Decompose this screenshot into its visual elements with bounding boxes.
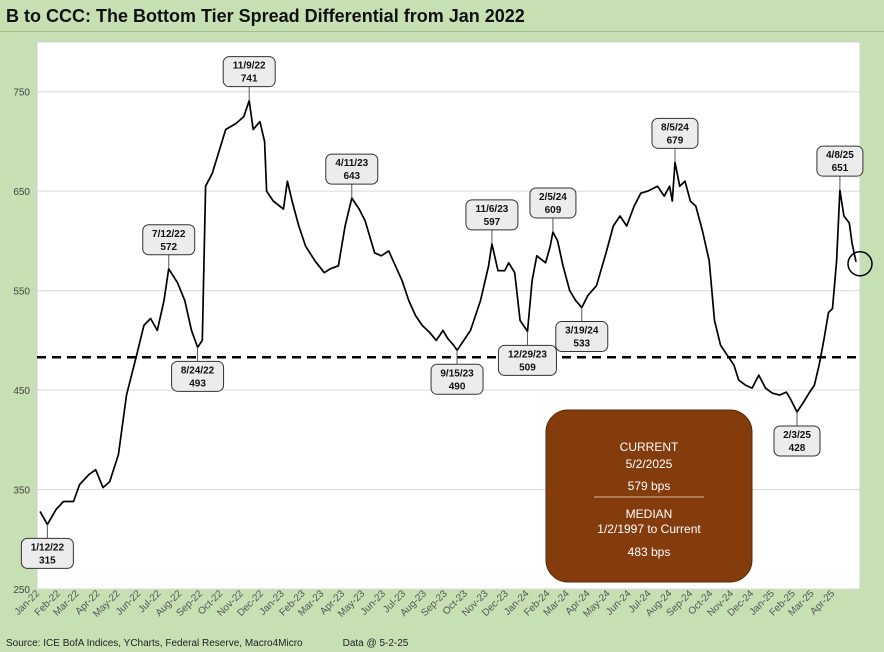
info-current-label: CURRENT: [620, 440, 679, 454]
callout-12-29-23: 12/29/23 509: [497, 331, 557, 376]
callout-7-12-22: 7/12/22 572: [142, 224, 196, 269]
callout-11-6-23: 11/6/23 597: [465, 199, 519, 244]
callout-date: 2/5/24: [539, 192, 567, 203]
y-tick-label: 550: [13, 287, 30, 298]
callout-2-3-25: 2/3/25 428: [773, 411, 821, 457]
callout-value: 741: [241, 74, 258, 85]
callout-11-9-22: 11/9/22 741: [222, 56, 276, 101]
y-tick-label: 250: [13, 585, 30, 596]
callout-value: 493: [189, 378, 206, 389]
y-tick-label: 650: [13, 187, 30, 198]
info-box: CURRENT 5/2/2025 579 bps MEDIAN 1/2/1997…: [545, 409, 753, 583]
callout-value: 490: [449, 381, 466, 392]
source-text: Source: ICE BofA Indices, YCharts, Feder…: [6, 638, 303, 649]
callout-date: 8/24/22: [181, 365, 215, 376]
callout-date: 11/9/22: [233, 61, 266, 72]
info-current-value: 579 bps: [628, 479, 671, 493]
callout-date: 11/6/23: [476, 204, 509, 215]
callout-4-11-23: 4/11/23 643: [325, 153, 379, 199]
callout-date: 3/19/24: [565, 326, 599, 337]
callout-date: 9/15/23: [440, 368, 474, 379]
callout-value: 679: [667, 135, 684, 146]
callout-8-24-22: 8/24/22 493: [171, 347, 225, 392]
info-median-label: MEDIAN: [626, 507, 673, 521]
callout-4-8-25: 4/8/25 651: [816, 145, 864, 191]
callout-value: 609: [545, 205, 562, 216]
data-asof: Data @ 5-2-25: [342, 638, 409, 649]
info-median-period: 1/2/1997 to Current: [597, 522, 701, 536]
y-tick-label: 450: [13, 386, 30, 397]
callout-value: 572: [160, 242, 177, 253]
y-axis-ticks: 250 350 450 550 650 750: [13, 88, 30, 596]
callout-9-15-23: 9/15/23 490: [430, 350, 484, 395]
source-footer: Source: ICE BofA Indices, YCharts, Feder…: [6, 638, 408, 649]
info-current-date: 5/2/2025: [626, 457, 673, 471]
x-axis-ticks: Jan-22Feb-22Mar-22Apr-22May-22Jun-22Jul-…: [13, 588, 838, 620]
title-divider: [0, 31, 884, 32]
callout-value: 597: [484, 217, 501, 228]
callout-date: 2/3/25: [783, 430, 811, 441]
callout-date: 8/5/24: [661, 122, 689, 133]
callout-date: 4/8/25: [826, 150, 854, 161]
current-marker-circle: [847, 251, 873, 277]
callout-3-19-24: 3/19/24 533: [555, 307, 609, 353]
callout-value: 428: [789, 443, 806, 454]
callout-date: 12/29/23: [508, 349, 547, 360]
callout-value: 651: [832, 163, 849, 174]
callout-1-12-22: 1/12/22 315: [20, 524, 74, 569]
callout-date: 7/12/22: [152, 229, 186, 240]
callout-2-5-24: 2/5/24 609: [529, 187, 577, 232]
series-line: [39, 99, 857, 526]
callouts: 1/12/22 315 7/12/22 572 8/24/22 493 11/9/22 741…: [20, 56, 864, 569]
callout-date: 1/12/22: [31, 542, 65, 553]
info-median-value: 483 bps: [628, 545, 671, 559]
callout-date: 4/11/23: [335, 158, 368, 169]
callout-8-5-24: 8/5/24 679: [651, 117, 699, 163]
callout-value: 315: [39, 555, 56, 566]
chart-title: B to CCC: The Bottom Tier Spread Differe…: [6, 6, 525, 26]
callout-value: 533: [573, 339, 590, 350]
callout-value: 643: [343, 171, 360, 182]
y-tick-label: 750: [13, 88, 30, 99]
y-tick-label: 350: [13, 486, 30, 497]
callout-value: 509: [519, 362, 536, 373]
